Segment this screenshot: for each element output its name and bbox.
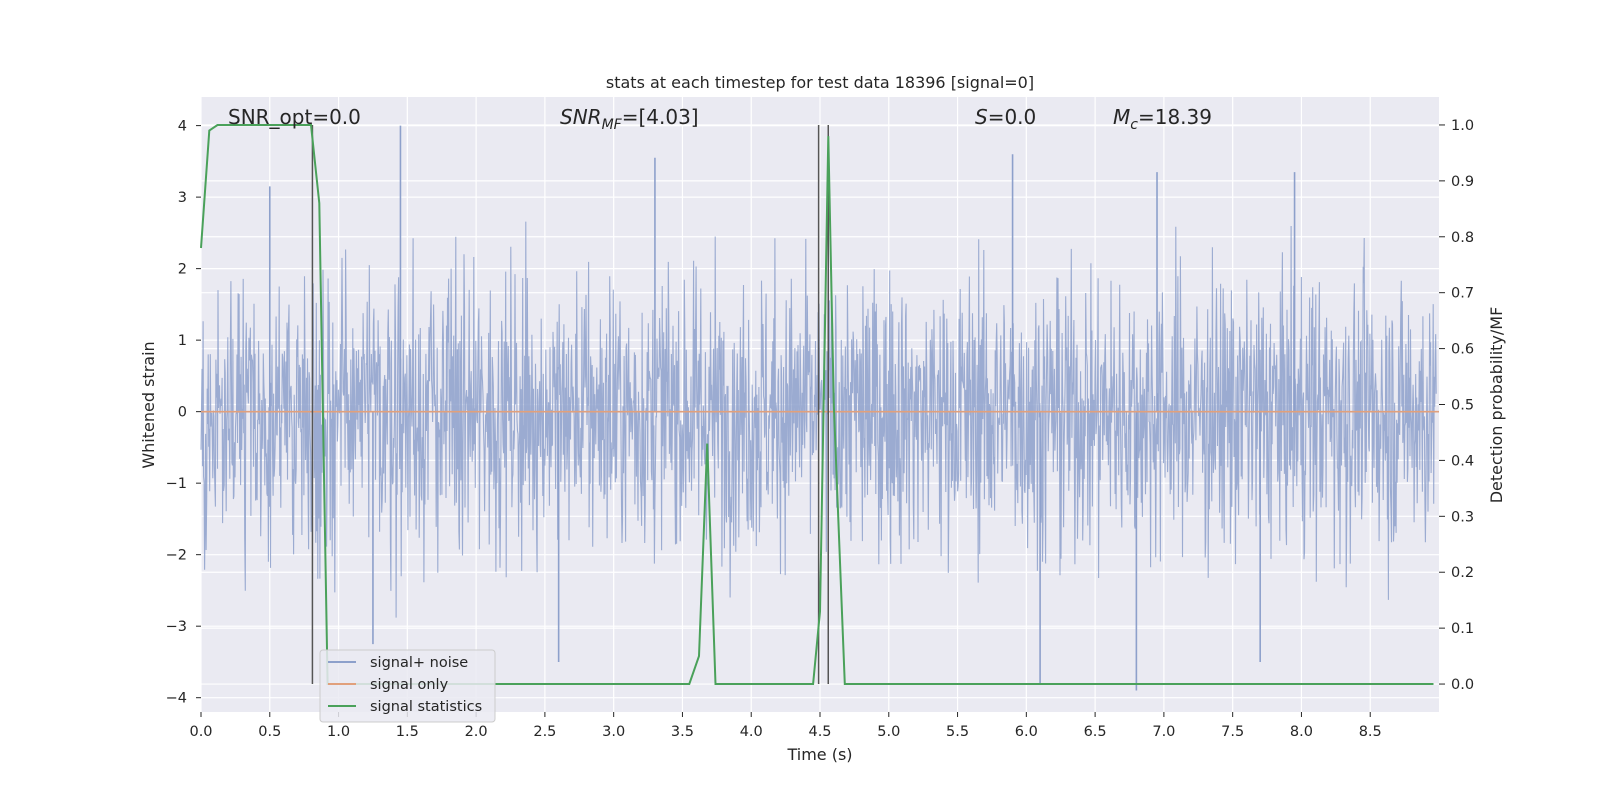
y-axis-left-ticks: 4 3 2 1 0 −1 −2 −3 −4 <box>166 119 201 707</box>
x-tick-label: 2.5 <box>533 724 556 740</box>
mc-symbol: M <box>1113 105 1130 129</box>
snr-mf-symbol: SNR <box>560 105 602 129</box>
x-tick-label: 8.0 <box>1290 724 1313 740</box>
x-tick-label: 5.5 <box>946 724 969 740</box>
s-value: =0.0 <box>988 105 1037 129</box>
x-tick-label: 3.0 <box>602 724 625 740</box>
x-tick-label: 0.0 <box>189 724 212 740</box>
signal-statistics-series <box>200 124 1434 685</box>
x-tick-label: 3.5 <box>671 724 694 740</box>
y-axis-left-label: Whitened strain <box>139 341 158 468</box>
x-tick-label: 4.5 <box>808 724 831 740</box>
y-left-tick-label: −2 <box>166 548 187 564</box>
y-right-tick-label: 0.4 <box>1451 453 1474 469</box>
y-right-tick-label: 0.2 <box>1451 565 1474 581</box>
y-left-tick-label: 2 <box>178 262 187 278</box>
x-tick-label: 6.5 <box>1084 724 1107 740</box>
y-right-tick-label: 1.0 <box>1451 118 1474 134</box>
mc-subscript: c <box>1130 117 1138 133</box>
y-right-tick-label: 0.7 <box>1451 286 1474 302</box>
snr-mf-subscript: MF <box>602 117 623 133</box>
x-tick-label: 1.0 <box>327 724 350 740</box>
annotation-s: S=0.0 <box>975 105 1036 129</box>
x-tick-label: 6.0 <box>1015 724 1038 740</box>
annotation-snr-mf: SNRMF=[4.03] <box>560 105 699 133</box>
snr-mf-value: =[4.03] <box>622 105 699 129</box>
x-tick-label: 2.0 <box>465 724 488 740</box>
x-tick-label: 5.0 <box>877 724 900 740</box>
y-right-tick-label: 0.9 <box>1451 174 1474 190</box>
annotation-mc: Mc=18.39 <box>1113 105 1212 133</box>
y-left-tick-label: 4 <box>178 119 187 135</box>
legend-label-signal-statistics: signal statistics <box>370 699 482 715</box>
x-tick-label: 4.0 <box>740 724 763 740</box>
x-tick-label: 1.5 <box>396 724 419 740</box>
y-right-tick-label: 0.1 <box>1451 621 1474 637</box>
mc-value: =18.39 <box>1138 105 1212 129</box>
y-right-tick-label: 0.6 <box>1451 342 1474 358</box>
y-right-tick-label: 0.5 <box>1451 398 1474 414</box>
y-left-tick-label: 1 <box>178 333 187 349</box>
legend-label-signal-noise: signal+ noise <box>370 655 468 671</box>
x-tick-label: 7.0 <box>1152 724 1175 740</box>
y-left-tick-label: 0 <box>178 405 187 421</box>
vertical-markers <box>311 124 830 685</box>
y-left-tick-label: −3 <box>166 619 187 635</box>
y-right-tick-label: 0.0 <box>1451 677 1474 693</box>
s-symbol: S <box>975 105 988 129</box>
x-tick-label: 8.5 <box>1359 724 1382 740</box>
y-axis-right-ticks: 1.0 0.9 0.8 0.7 0.6 0.5 0.4 0.3 0.2 0.1 0.0 <box>1439 118 1474 693</box>
chart-title: stats at each timestep for test data 183… <box>606 73 1034 92</box>
legend: signal+ noise signal only signal statist… <box>319 649 496 723</box>
y-left-tick-label: −4 <box>166 691 187 707</box>
x-tick-label: 0.5 <box>258 724 281 740</box>
x-axis-label: Time (s) <box>786 745 852 764</box>
legend-label-signal-only: signal only <box>370 677 449 693</box>
legend-box <box>319 649 496 723</box>
y-right-tick-label: 0.3 <box>1451 509 1474 525</box>
y-left-tick-label: −1 <box>166 476 187 492</box>
y-right-tick-label: 0.8 <box>1451 230 1474 246</box>
y-left-tick-label: 3 <box>178 190 187 206</box>
annotation-snr-opt: SNR_opt=0.0 <box>228 105 361 129</box>
y-axis-right-label: Detection probability/MF <box>1487 307 1506 504</box>
x-tick-label: 7.5 <box>1221 724 1244 740</box>
signal-plus-noise-series <box>200 125 1437 691</box>
x-axis-ticks: 0.0 0.5 1.0 1.5 2.0 2.5 3.0 3.5 4.0 4.5 5.0 5.5 6.0 6… <box>189 712 1382 740</box>
